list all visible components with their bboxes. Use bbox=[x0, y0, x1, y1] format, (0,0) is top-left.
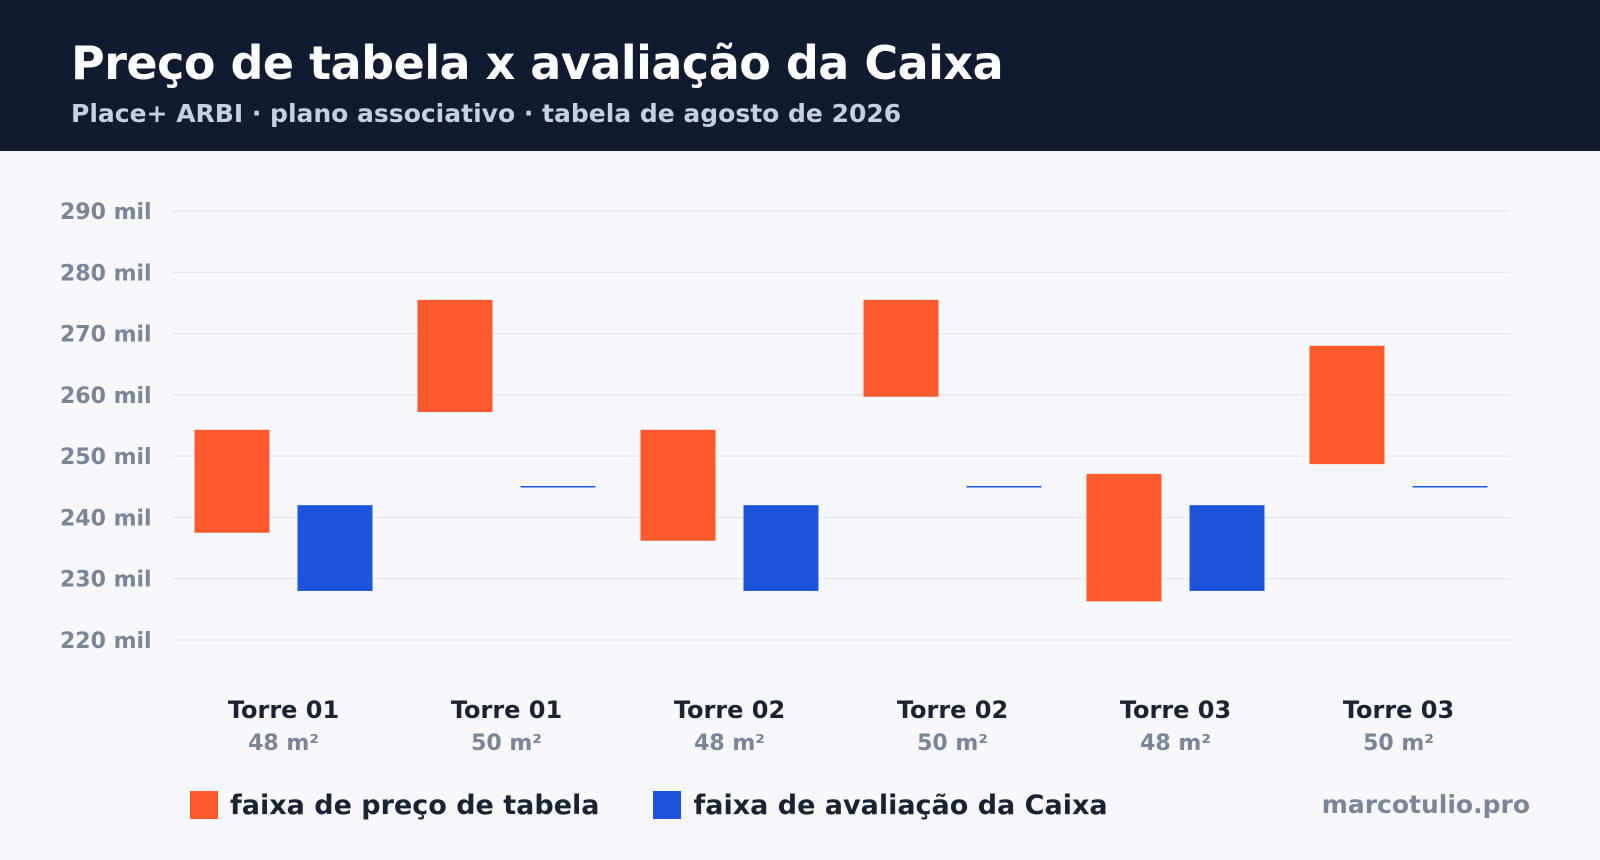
price-range-bar bbox=[640, 429, 716, 541]
y-tick-label: 220 mil bbox=[60, 629, 152, 654]
appraisal-range-bar bbox=[1189, 505, 1265, 591]
price-range-bar bbox=[194, 429, 270, 533]
x-category-label: Torre 03 bbox=[1343, 696, 1454, 724]
x-category-label: Torre 02 bbox=[674, 696, 785, 724]
y-tick-label: 230 mil bbox=[60, 568, 152, 593]
y-tick-label: 270 mil bbox=[60, 323, 152, 348]
chart-subtitle: Place+ ARBI · plano associativo · tabela… bbox=[71, 99, 902, 128]
brand-watermark: marcotulio.pro bbox=[1321, 790, 1530, 819]
price-range-bar bbox=[1309, 345, 1385, 465]
x-category-sublabel: 48 m² bbox=[248, 731, 319, 756]
legend-item-appraisal: faixa de avaliação da Caixa bbox=[653, 789, 1108, 821]
x-category-sublabel: 50 m² bbox=[1363, 731, 1434, 756]
y-tick-label: 260 mil bbox=[60, 384, 152, 409]
x-category-label: Torre 01 bbox=[451, 696, 562, 724]
price-range-bar bbox=[1086, 473, 1162, 602]
legend-swatch-price bbox=[190, 791, 218, 819]
appraisal-range-bar bbox=[297, 505, 373, 591]
y-tick-label: 240 mil bbox=[60, 506, 152, 531]
legend-swatch-appraisal bbox=[653, 791, 682, 819]
chart-header: Preço de tabela x avaliação da Caixa Pla… bbox=[0, 0, 1600, 151]
y-tick-label: 280 mil bbox=[60, 261, 152, 286]
x-category-label: Torre 03 bbox=[1120, 696, 1231, 724]
legend-item-price: faixa de preço de tabela bbox=[190, 790, 599, 821]
x-category-sublabel: 48 m² bbox=[694, 731, 765, 756]
x-category-label: Torre 02 bbox=[897, 696, 1008, 724]
chart-title: Preço de tabela x avaliação da Caixa bbox=[71, 36, 1004, 90]
x-category-sublabel: 48 m² bbox=[1140, 731, 1211, 756]
price-range-bar bbox=[417, 299, 493, 413]
y-tick-label: 290 mil bbox=[60, 200, 152, 225]
x-category-label: Torre 01 bbox=[228, 696, 339, 724]
legend-label-price: faixa de preço de tabela bbox=[230, 789, 600, 821]
chart-legend: faixa de preço de tabela faixa de avalia… bbox=[190, 788, 1162, 822]
price-range-bar bbox=[863, 299, 939, 397]
legend-label-appraisal: faixa de avaliação da Caixa bbox=[693, 789, 1108, 821]
appraisal-range-bar bbox=[743, 505, 819, 591]
x-category-sublabel: 50 m² bbox=[471, 731, 542, 756]
x-category-sublabel: 50 m² bbox=[917, 731, 988, 756]
y-tick-label: 250 mil bbox=[60, 445, 152, 470]
